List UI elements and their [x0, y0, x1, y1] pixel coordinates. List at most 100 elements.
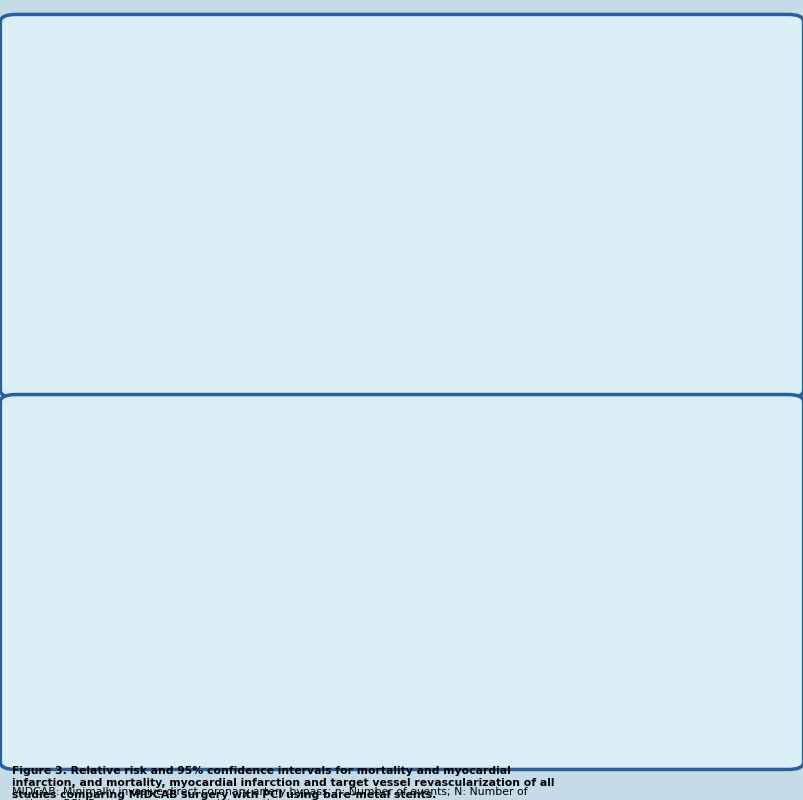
Text: 23/311: 23/311	[308, 302, 348, 312]
Text: 1.00 (0.15; 6.02): 1.00 (0.15; 6.02)	[643, 225, 739, 235]
Text: 18/110: 18/110	[308, 192, 349, 202]
Text: 2: 2	[545, 350, 552, 359]
Text: n/N: n/N	[308, 94, 328, 107]
Text: 5/51: 5/51	[214, 159, 240, 170]
Text: 4/50: 4/50	[214, 600, 240, 610]
Text: 3.00 (0.13; 71.92): 3.00 (0.13; 71.92)	[643, 126, 746, 137]
Text: 29/110: 29/110	[308, 568, 348, 578]
Text: et al.: et al.	[61, 258, 89, 267]
Text: 0.2: 0.2	[427, 350, 444, 359]
Text: 95% CI: 95% CI	[643, 94, 684, 107]
Bar	[591, 162, 596, 166]
Text: Relative risk: Relative risk	[643, 65, 715, 78]
Text: PCI: PCI	[214, 65, 233, 78]
Text: et al.: et al.	[88, 504, 116, 514]
Text: 2/50: 2/50	[308, 225, 333, 235]
Polygon shape	[496, 295, 552, 318]
Text: Kim: Kim	[35, 258, 61, 267]
Text: PCI better: PCI better	[430, 739, 487, 750]
Text: et al.: et al.	[74, 568, 103, 578]
Bar	[608, 508, 612, 510]
Text: 3/50: 3/50	[308, 632, 333, 642]
Text: 95% CI: 95% CI	[494, 94, 535, 107]
Bar	[512, 228, 516, 231]
Text: 5.00 (0.61; 41.31): 5.00 (0.61; 41.31)	[643, 159, 746, 170]
Text: 0/50: 0/50	[308, 126, 333, 137]
Text: 13/51: 13/51	[214, 536, 247, 546]
Bar	[546, 604, 551, 607]
Bar	[567, 130, 570, 133]
Text: Relative risk: Relative risk	[643, 444, 715, 457]
Text: 2.00 (0.32; 15.51): 2.00 (0.32; 15.51)	[643, 258, 746, 267]
Text: et al.: et al.	[78, 159, 107, 170]
Text: 2.26 (1.58; 3.28): 2.26 (1.58; 3.28)	[643, 675, 739, 686]
Text: 0.5: 0.5	[472, 350, 489, 359]
Text: 1/50: 1/50	[214, 126, 240, 137]
Text: n/N: n/N	[308, 473, 328, 486]
Text: MIDCAB better: MIDCAB better	[529, 739, 613, 750]
Text: Reeves: Reeves	[35, 600, 80, 610]
Text: 1/50: 1/50	[308, 504, 333, 514]
Text: Mortality and myocardial infarction: Mortality and myocardial infarction	[278, 33, 525, 46]
Text: Cisowski: Cisowski	[35, 126, 88, 137]
Text: et al.: et al.	[78, 536, 107, 546]
Text: 7/50: 7/50	[214, 504, 240, 514]
Text: 1.21 (0.69; 2.14): 1.21 (0.69; 2.14)	[643, 302, 739, 312]
Text: et al.: et al.	[74, 192, 103, 202]
Text: Relative risk: Relative risk	[478, 444, 551, 457]
Text: et al.: et al.	[80, 600, 109, 610]
Text: PCI better: PCI better	[430, 367, 487, 377]
Text: 2/50: 2/50	[214, 225, 240, 235]
Text: 5: 5	[590, 350, 597, 359]
Text: Relative risk: Relative risk	[478, 65, 551, 78]
Bar	[546, 261, 551, 265]
Text: 1/51: 1/51	[308, 159, 333, 170]
Text: Kim: Kim	[35, 632, 61, 642]
Text: 95% CI: 95% CI	[643, 473, 684, 486]
Text: 95% CI: 95% CI	[494, 473, 535, 486]
Text: 3/51: 3/51	[308, 536, 333, 546]
Text: 0.1: 0.1	[393, 350, 410, 359]
Bar	[584, 539, 589, 543]
Bar	[503, 193, 514, 201]
Text: 51/110: 51/110	[214, 568, 255, 578]
Text: PCI: PCI	[214, 444, 233, 457]
Text: n/N: n/N	[214, 473, 234, 486]
Polygon shape	[537, 670, 573, 691]
Text: MIDCAB: MIDCAB	[308, 65, 355, 78]
Text: 0.5: 0.5	[472, 722, 489, 733]
Text: 1.76 (1.21; 2.55): 1.76 (1.21; 2.55)	[643, 568, 739, 578]
Text: 1: 1	[512, 350, 518, 359]
Text: Figure 3. Relative risk and 95% confidence intervals for mortality and myocardia: Figure 3. Relative risk and 95% confiden…	[12, 766, 554, 800]
Text: 4.33 (1.31; 14.30): 4.33 (1.31; 14.30)	[643, 536, 746, 546]
Text: MIDCAB: Minimally invasive direct coronary artery bypass; n: Number of events; N: MIDCAB: Minimally invasive direct corona…	[12, 787, 527, 800]
Text: Trial: Trial	[35, 65, 60, 78]
Text: Cisowski: Cisowski	[35, 504, 88, 514]
Text: 1: 1	[512, 722, 518, 733]
Text: Reeves: Reeves	[35, 225, 80, 235]
Text: 2.00 (0.38; 10.49): 2.00 (0.38; 10.49)	[643, 600, 746, 610]
Text: 0.2: 0.2	[427, 722, 444, 733]
Text: 11/50: 11/50	[214, 632, 247, 642]
Text: Drenth: Drenth	[35, 536, 78, 546]
Text: et al.: et al.	[61, 632, 89, 642]
Text: et al.: et al.	[88, 126, 116, 137]
Text: 38/311: 38/311	[308, 675, 349, 686]
Text: 3.67 (1.02; 16.19): 3.67 (1.02; 16.19)	[643, 632, 746, 642]
Text: 2/50: 2/50	[308, 258, 333, 267]
Bar	[536, 569, 548, 578]
Text: 28/311: 28/311	[214, 302, 255, 312]
Text: Drenth: Drenth	[35, 159, 78, 170]
Text: 0.1: 0.1	[393, 722, 410, 733]
Text: n/N: n/N	[214, 94, 234, 107]
Text: Mortality, myocardial infarction and target vessel revascularization: Mortality, myocardial infarction and tar…	[165, 413, 638, 426]
Bar	[576, 635, 581, 639]
Text: Trial: Trial	[35, 444, 60, 457]
Text: 86/311: 86/311	[214, 675, 255, 686]
Text: 0.89 (0.48; 1.56): 0.89 (0.48; 1.56)	[643, 192, 739, 202]
Text: MIDCAB: MIDCAB	[308, 444, 355, 457]
Text: 5: 5	[590, 722, 597, 733]
Text: Thiele: Thiele	[35, 192, 74, 202]
FancyBboxPatch shape	[0, 14, 803, 398]
Text: 2/50: 2/50	[308, 600, 333, 610]
